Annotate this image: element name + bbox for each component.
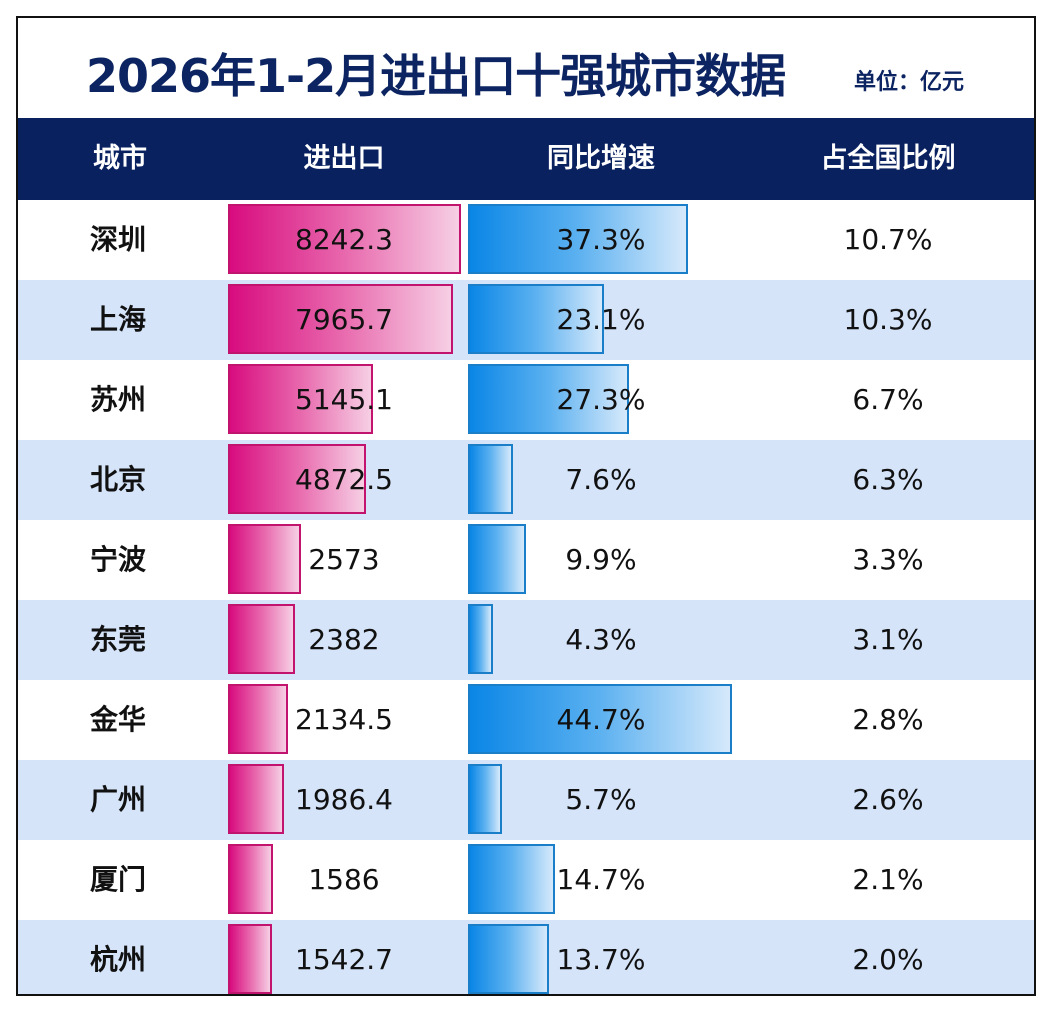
growth-value: 27.3% [556,383,646,416]
trade-value: 1586 [308,863,380,896]
page-title: 2026年1-2月进出口十强城市数据 [86,49,786,103]
city-name: 东莞 [90,623,147,656]
growth-bar [468,924,549,994]
trade-bar [228,284,454,354]
trade-value: 1542.7 [295,943,393,976]
table-row: 杭州 1542.7 13.7% 2.0% [18,920,1034,994]
share-value: 2.6% [852,783,924,816]
growth-value: 7.6% [565,463,637,496]
growth-bar [468,444,513,514]
data-table: 2026年1-2月进出口十强城市数据 单位：亿元 城市 进出口 同比增速 占全国… [16,16,1036,996]
city-name: 杭州 [90,943,147,976]
trade-value: 2573 [308,543,380,576]
share-value: 2.8% [852,703,924,736]
city-name: 金华 [90,703,147,736]
table-row: 宁波 2573 9.9% 3.3% [18,520,1034,600]
share-value: 2.0% [852,943,924,976]
trade-value: 1986.4 [295,783,393,816]
growth-value: 23.1% [556,303,646,336]
growth-bar [468,844,555,914]
city-name: 北京 [90,463,147,496]
share-value: 6.3% [852,463,924,496]
city-name: 深圳 [90,223,147,256]
share-value: 3.3% [852,543,924,576]
growth-value: 13.7% [556,943,646,976]
table-row: 上海 7965.7 23.1% 10.3% [18,280,1034,360]
trade-bar [228,364,374,434]
trade-bar [228,764,285,834]
trade-bar [228,444,366,514]
share-value: 10.3% [843,303,933,336]
share-value: 10.7% [843,223,933,256]
growth-value: 37.3% [556,223,646,256]
trade-value: 8242.3 [295,223,393,256]
city-name: 广州 [90,783,147,816]
trade-bar [228,684,289,754]
share-value: 3.1% [852,623,924,656]
table-row: 深圳 8242.3 37.3% 10.7% [18,200,1034,280]
header-city: 城市 [93,143,147,174]
growth-bar [468,204,689,274]
trade-bar [228,204,461,274]
growth-value: 5.7% [565,783,637,816]
city-name: 厦门 [90,863,147,896]
growth-bar [468,524,527,594]
growth-value: 9.9% [565,543,637,576]
table-row: 苏州 5145.1 27.3% 6.7% [18,360,1034,440]
trade-value: 5145.1 [295,383,393,416]
trade-bar [228,604,296,674]
trade-bar [228,924,272,994]
growth-value: 14.7% [556,863,646,896]
growth-bar [468,684,732,754]
header-growth: 同比增速 [547,143,655,174]
header-share: 占全国比例 [820,143,956,174]
trade-value: 2382 [308,623,380,656]
growth-bar [468,604,494,674]
city-name: 苏州 [90,383,147,416]
unit-label: 单位：亿元 [854,70,965,95]
share-value: 6.7% [852,383,924,416]
growth-value: 44.7% [556,703,646,736]
table-row: 厦门 1586 14.7% 2.1% [18,840,1034,920]
growth-bar [468,284,605,354]
trade-value: 7965.7 [295,303,393,336]
trade-value: 2134.5 [295,703,393,736]
growth-value: 4.3% [565,623,637,656]
table-row: 广州 1986.4 5.7% 2.6% [18,760,1034,840]
table-header: 城市 进出口 同比增速 占全国比例 [18,118,1034,200]
table-row: 东莞 2382 4.3% 3.1% [18,600,1034,680]
trade-value: 4872.5 [295,463,393,496]
trade-bar [228,844,273,914]
table-row: 北京 4872.5 7.6% 6.3% [18,440,1034,520]
growth-bar [468,764,502,834]
growth-bar [468,364,630,434]
header-trade: 进出口 [303,143,385,174]
city-name: 上海 [90,303,147,336]
city-name: 宁波 [90,543,147,576]
trade-bar [228,524,301,594]
table-row: 金华 2134.5 44.7% 2.8% [18,680,1034,760]
share-value: 2.1% [852,863,924,896]
